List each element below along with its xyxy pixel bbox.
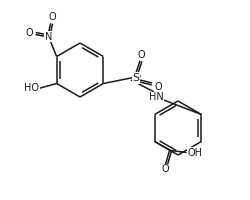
Text: O: O — [161, 164, 169, 174]
Text: O: O — [48, 11, 56, 21]
Text: N: N — [45, 31, 52, 42]
Text: S: S — [132, 73, 139, 83]
Text: HO: HO — [24, 83, 39, 93]
Text: OH: OH — [186, 147, 201, 157]
Text: O: O — [137, 50, 144, 60]
Text: O: O — [26, 28, 33, 38]
Text: HN: HN — [148, 92, 163, 102]
Text: O: O — [154, 82, 161, 92]
